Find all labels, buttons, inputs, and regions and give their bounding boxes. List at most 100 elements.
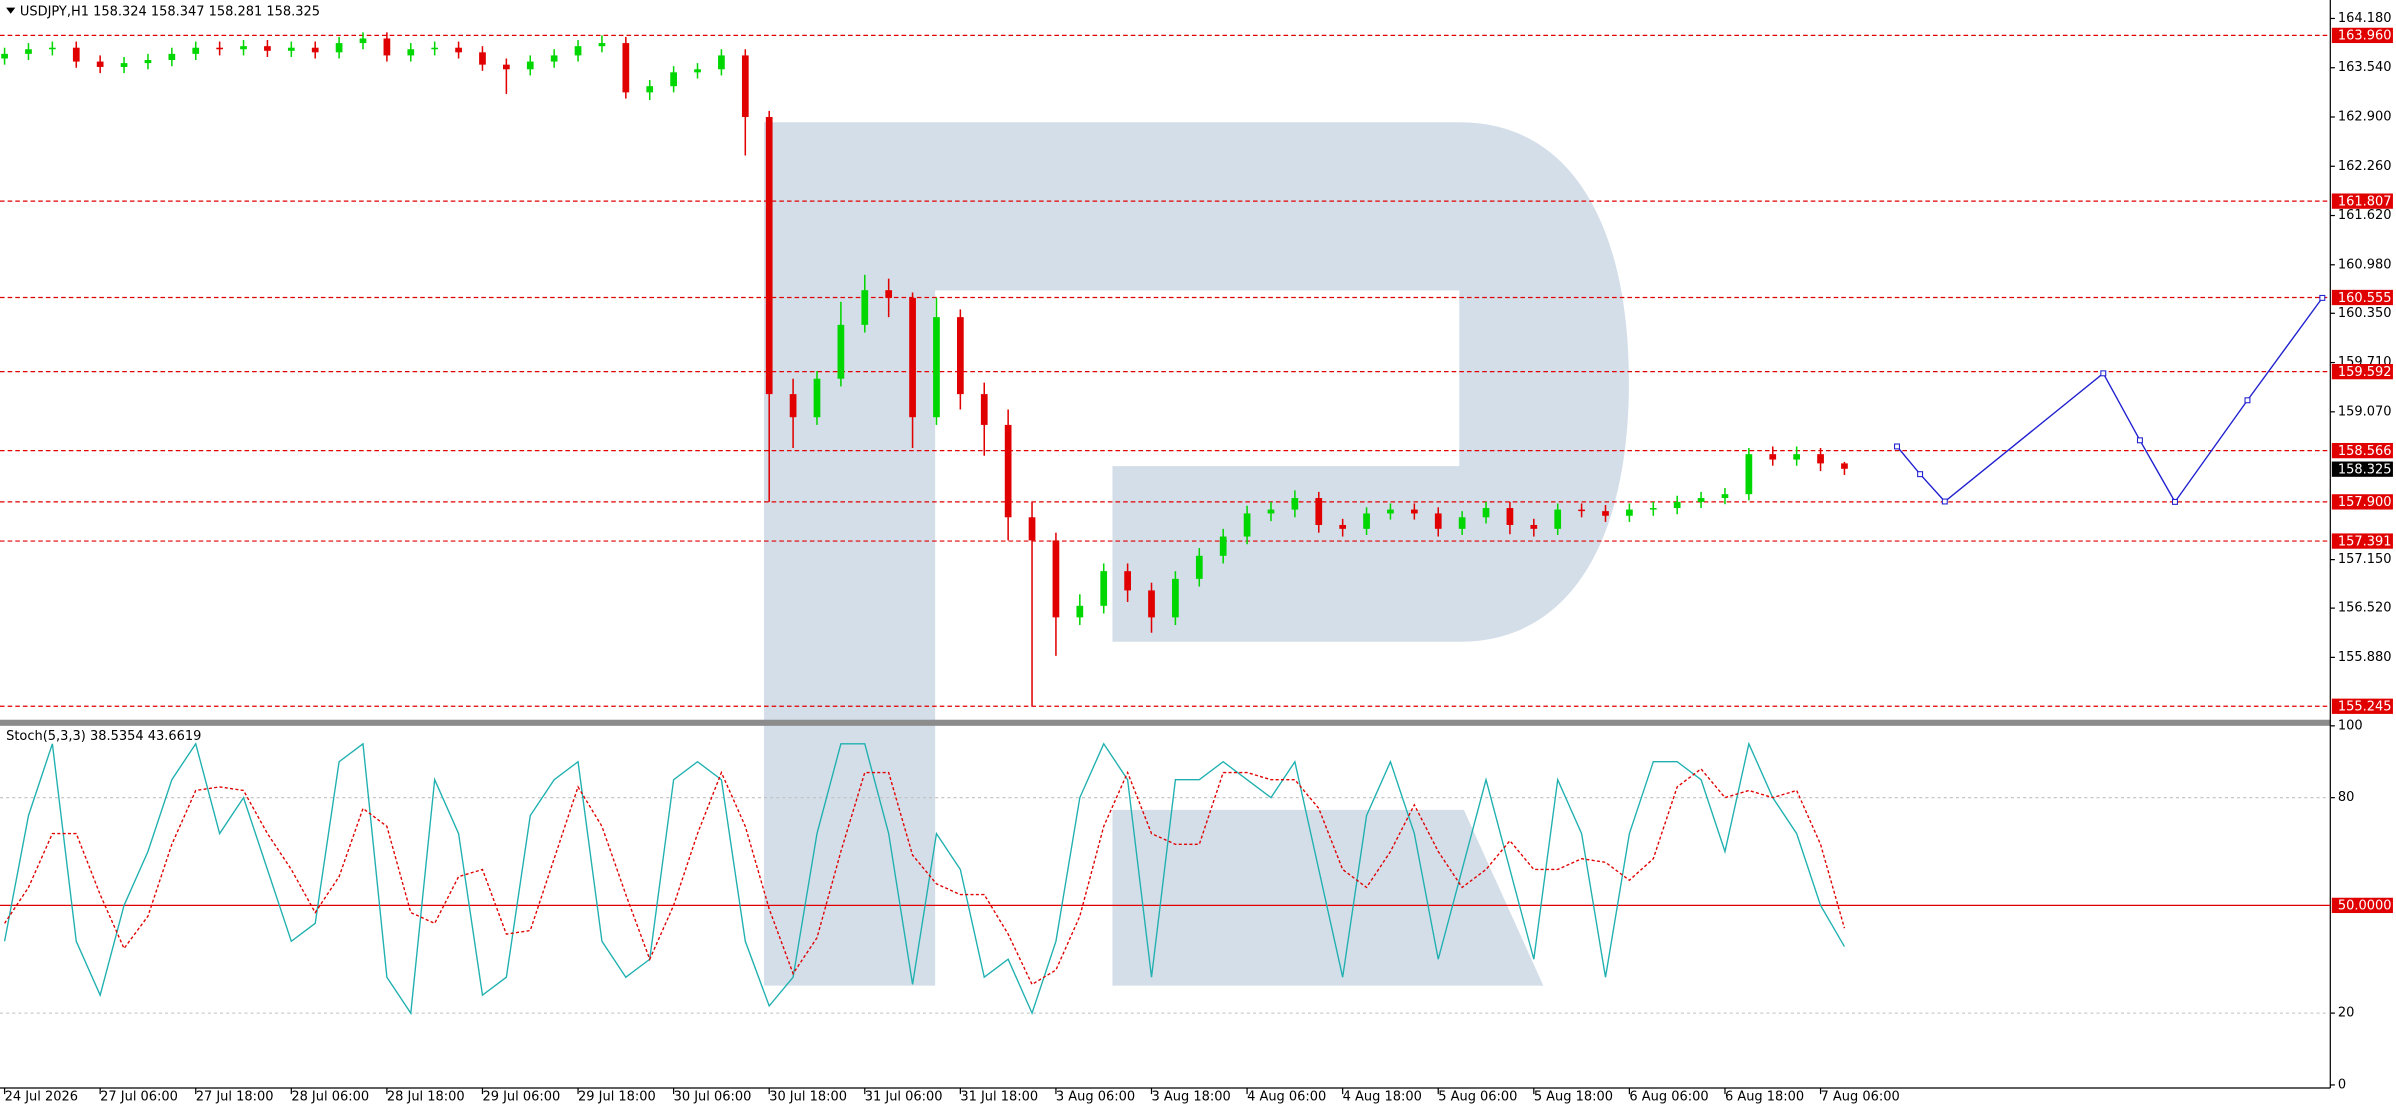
candle-body [1100, 571, 1108, 606]
candle-body [120, 63, 128, 67]
candle-body [1219, 536, 1227, 556]
x-tick-label: 30 Jul 06:00 [674, 1090, 752, 1105]
candle-body [1, 53, 8, 59]
x-tick-label: 31 Jul 18:00 [960, 1090, 1038, 1105]
indicator-title: Stoch(5,3,3) 38.5354 43.6619 [6, 729, 201, 744]
indicator-line [3, 741, 1846, 1016]
x-tick-label: 6 Aug 06:00 [1629, 1090, 1708, 1105]
level-label-box [2331, 897, 2393, 914]
candle-body [956, 317, 964, 395]
forecast-point [2244, 397, 2251, 404]
candle-body [1841, 463, 1848, 469]
watermark-leg [1112, 809, 1544, 986]
level-label: 159.592 [2338, 365, 2392, 380]
candle-body [1004, 424, 1012, 518]
candle-body [1745, 454, 1753, 495]
y-tick-label: 162.900 [2338, 109, 2392, 124]
x-tick-label: 4 Aug 18:00 [1343, 1090, 1422, 1105]
y-tick-label: 164.180 [2338, 11, 2392, 26]
candle-body [670, 72, 677, 87]
candle-body [264, 46, 271, 51]
candle-body [192, 47, 200, 54]
candle-body [1315, 498, 1323, 525]
candle-body [646, 86, 654, 93]
candle-body [622, 43, 630, 93]
plot-layer: 164.180 163.540 162.900 162.260 161.620 160.9… [0, 11, 2393, 1105]
level-label: 157.900 [2338, 495, 2392, 510]
y-tick-label: 100 [2338, 718, 2363, 733]
y-tick-label: 161.620 [2338, 208, 2392, 223]
y-tick-label: 157.150 [2338, 552, 2392, 567]
candle-body [335, 43, 343, 53]
x-tick-label: 28 Jul 06:00 [291, 1090, 369, 1105]
chart-title: USDJPY,H1 158.324 158.347 158.281 158.32… [20, 5, 320, 20]
x-tick-label: 24 Jul 2026 [5, 1090, 78, 1105]
candle-body [407, 49, 415, 56]
candle-body [1721, 494, 1729, 499]
x-tick-label: 7 Aug 06:00 [1821, 1090, 1900, 1105]
forecast-point [1917, 471, 1924, 478]
candle-body [383, 38, 391, 56]
forecast-point [2319, 294, 2326, 301]
level-label-box [2331, 27, 2393, 44]
y-tick-label: 20 [2338, 1006, 2355, 1021]
candle-body [526, 61, 534, 70]
candle-body [933, 317, 940, 418]
candle-body [287, 47, 295, 51]
candle-body [1506, 508, 1514, 525]
candle-body [1769, 454, 1777, 460]
candle-body [550, 55, 558, 62]
y-tick-label: 0 [2338, 1077, 2346, 1092]
candle-body [455, 47, 462, 53]
candle-body [25, 49, 32, 54]
candle-body [1673, 501, 1681, 509]
candle-body [694, 69, 701, 73]
candle-body [789, 394, 797, 418]
watermark [764, 122, 1629, 986]
candle-body [1793, 454, 1801, 460]
candle-body [1554, 509, 1562, 529]
level-label: 50.0000 [2338, 899, 2392, 914]
candle-body [72, 47, 80, 62]
candle-body [1243, 513, 1251, 537]
candle-body [813, 378, 821, 418]
candle-body [240, 46, 247, 50]
title-arrow [6, 7, 16, 14]
candle-body [909, 297, 916, 418]
level-label-box [2331, 533, 2393, 549]
last-price-label: 158.325 [2338, 462, 2392, 477]
candle-body [861, 290, 869, 325]
candle-body [1291, 498, 1299, 510]
y-tick-label: 163.540 [2338, 60, 2392, 75]
level-label-box [2331, 363, 2393, 380]
candle-body [1076, 605, 1084, 618]
candle-body [359, 38, 367, 44]
forecast-point [1941, 498, 1948, 505]
candle-body [1434, 513, 1442, 529]
candle-body [1626, 509, 1633, 516]
candle-body [1339, 524, 1347, 529]
candle-body [311, 47, 319, 53]
forecast-point [2100, 370, 2107, 377]
level-label: 158.566 [2338, 444, 2392, 459]
forecast-line [1896, 297, 2323, 504]
candle-body [479, 52, 486, 65]
x-tick-label: 27 Jul 18:00 [196, 1090, 274, 1105]
level-label: 161.807 [2338, 194, 2392, 209]
last-price-box [2331, 461, 2393, 477]
candle-body [1028, 517, 1036, 541]
candle-body [885, 290, 893, 298]
candle-body [1052, 540, 1060, 618]
candle-body [1458, 517, 1466, 529]
level-label: 160.555 [2338, 291, 2392, 306]
candle-body [1387, 509, 1394, 514]
y-tick-label: 156.520 [2338, 601, 2392, 616]
candle-body [1410, 509, 1418, 514]
y-tick-label: 159.070 [2338, 404, 2392, 419]
level-label: 163.960 [2338, 29, 2392, 44]
candle-body [837, 324, 845, 379]
x-tick-label: 29 Jul 06:00 [482, 1090, 560, 1105]
candle-body [216, 47, 223, 50]
candle-body [1602, 511, 1609, 516]
